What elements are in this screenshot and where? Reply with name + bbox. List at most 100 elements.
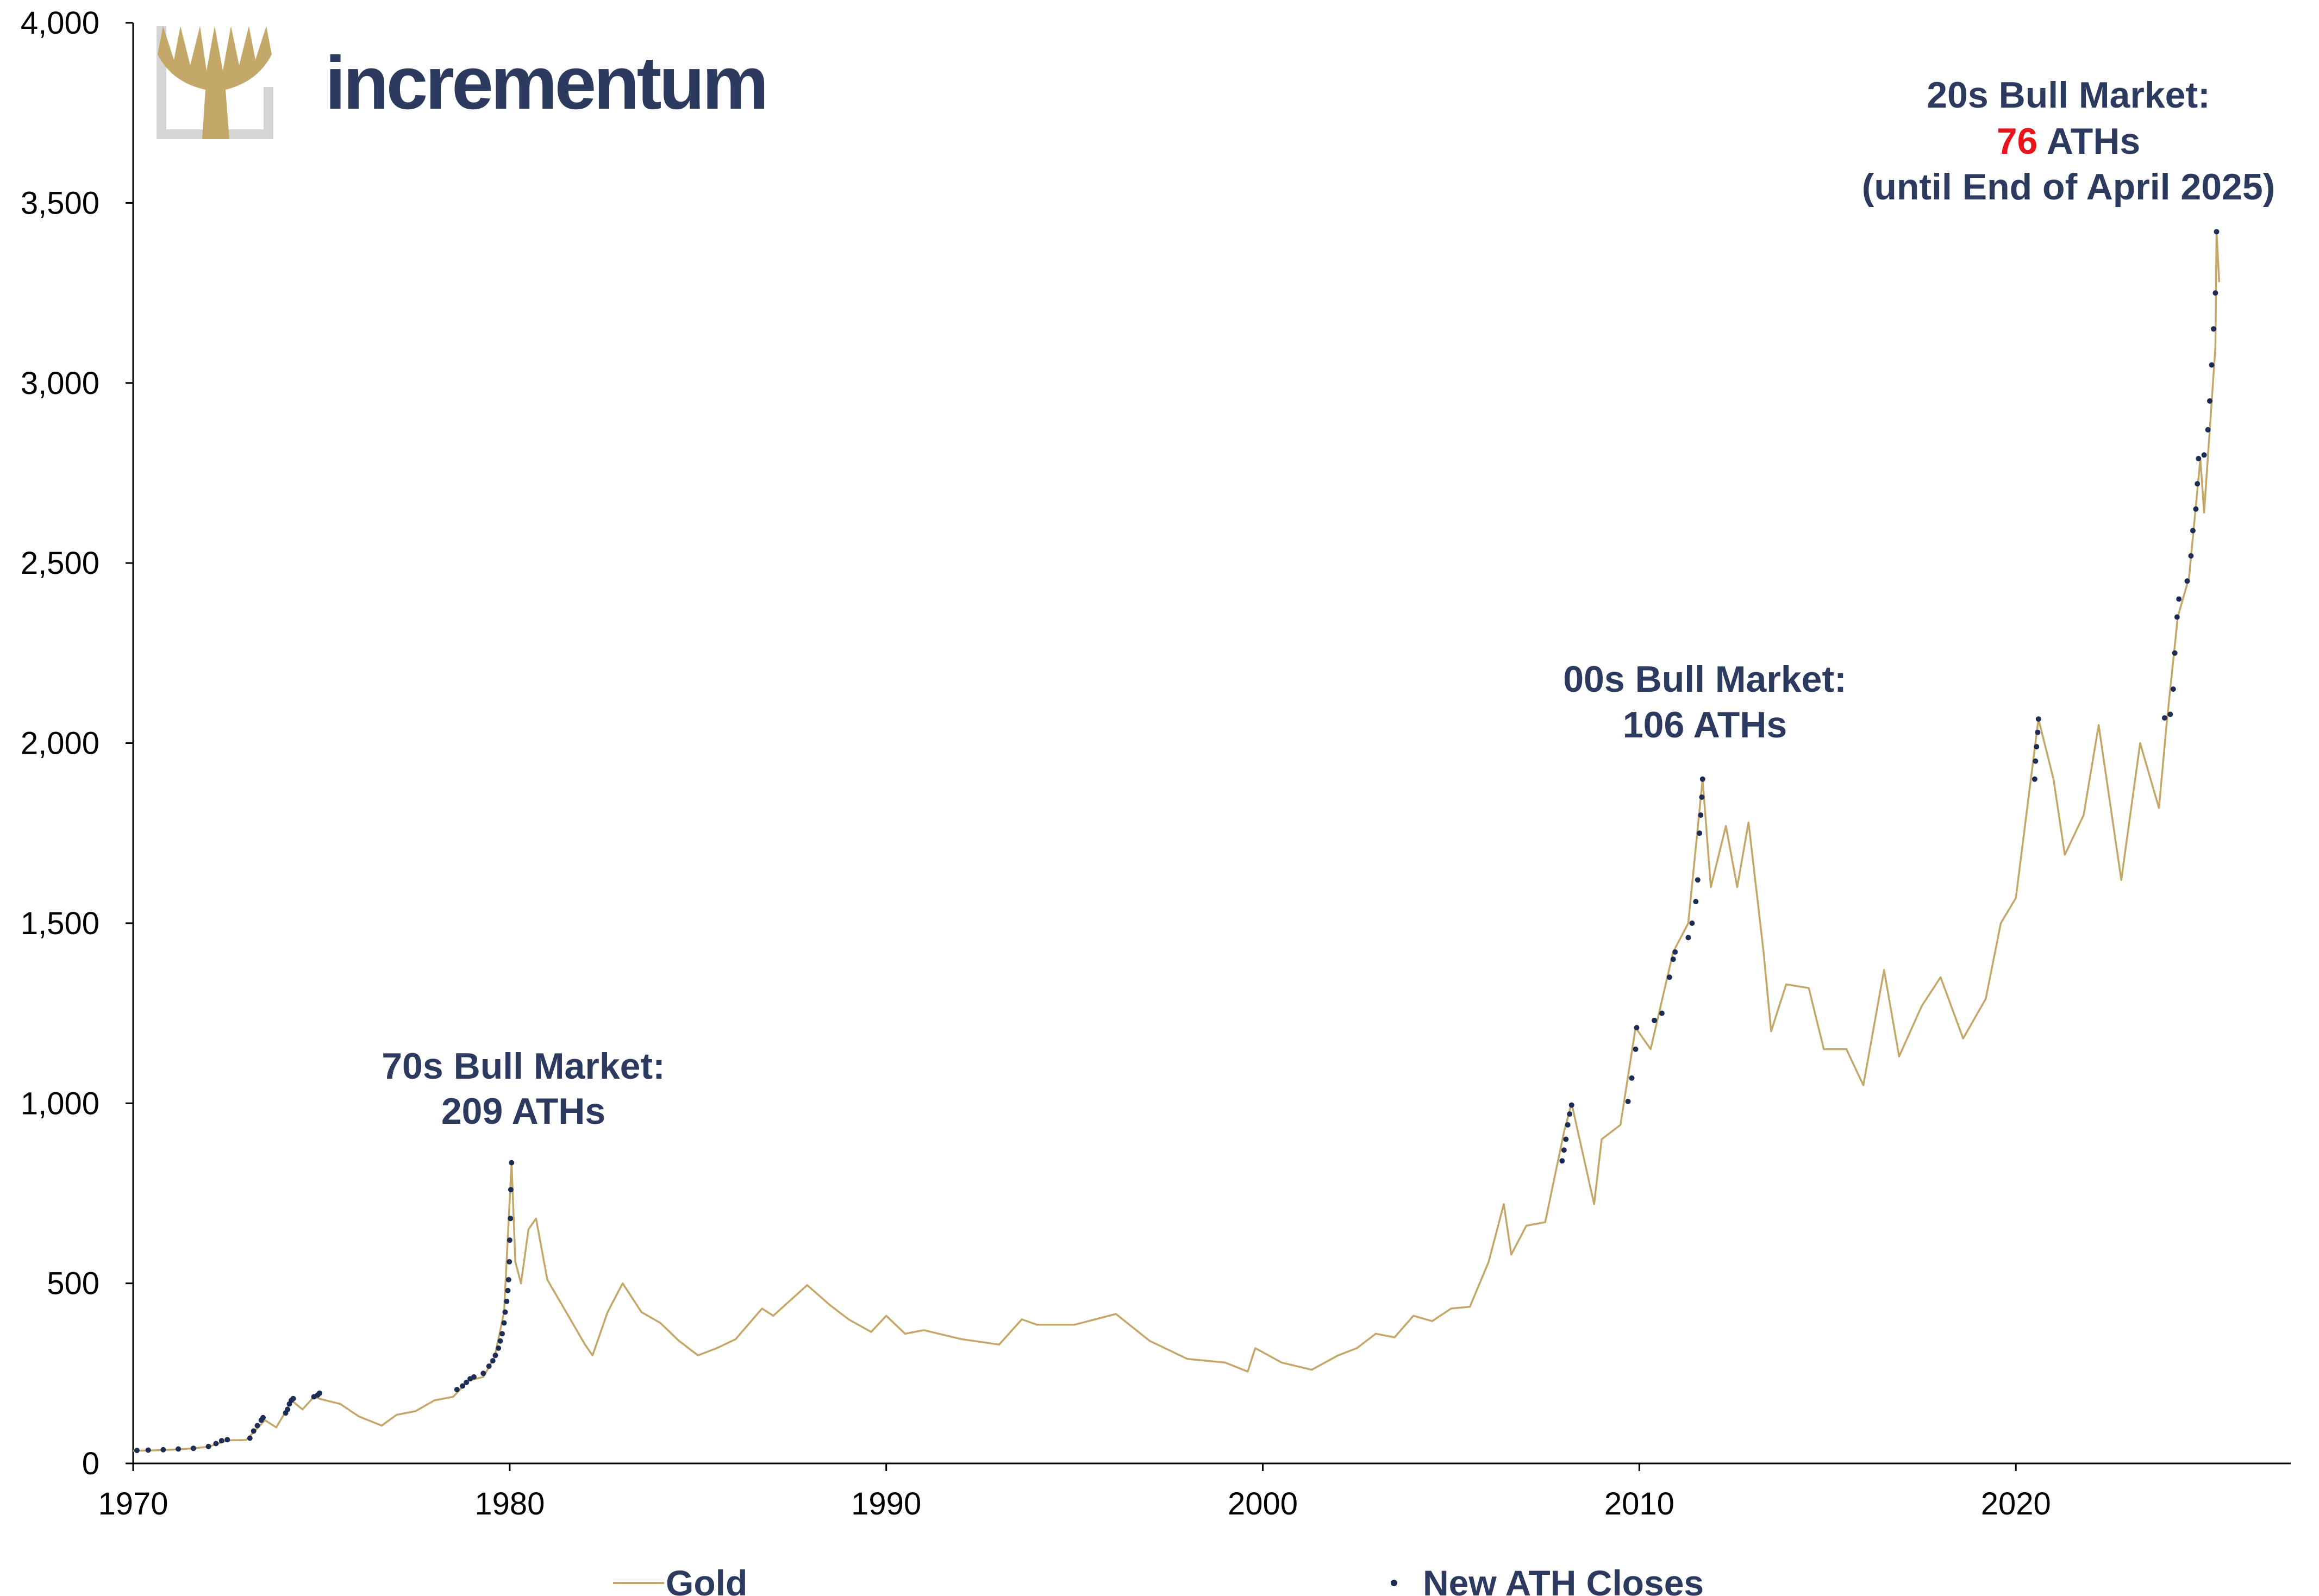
ath-point bbox=[190, 1445, 196, 1451]
ath-point bbox=[2184, 578, 2190, 584]
legend-gold-label: Gold bbox=[666, 1563, 747, 1596]
ath-point bbox=[1698, 812, 1704, 818]
x-tick-label: 1990 bbox=[851, 1486, 921, 1522]
ath-point bbox=[2201, 452, 2207, 458]
ath-point bbox=[254, 1423, 260, 1429]
ath-point bbox=[499, 1331, 505, 1337]
ath-point bbox=[176, 1446, 182, 1452]
annotation-70s-line1: 70s Bull Market: bbox=[382, 1046, 665, 1087]
y-tick-label: 1,500 bbox=[21, 906, 99, 941]
x-tick-label: 1980 bbox=[474, 1486, 545, 1522]
ath-point bbox=[1670, 956, 1676, 962]
ath-point bbox=[1625, 1098, 1631, 1104]
ath-point bbox=[486, 1363, 492, 1369]
ath-point bbox=[224, 1437, 230, 1443]
ath-point bbox=[2033, 758, 2039, 764]
annotation-20s-line1: 20s Bull Market: bbox=[1927, 74, 2210, 116]
ath-point bbox=[1693, 899, 1699, 905]
annotation-20s: 20s Bull Market: 76 ATHs (until End of A… bbox=[1862, 74, 2276, 208]
ath-point bbox=[1559, 1158, 1565, 1164]
ath-point bbox=[1695, 877, 1701, 883]
x-tick-label: 2010 bbox=[1604, 1486, 1674, 1522]
annotation-20s-line3: (until End of April 2025) bbox=[1862, 166, 2276, 208]
ath-point bbox=[504, 1298, 510, 1304]
x-tick-label: 2020 bbox=[1981, 1486, 2051, 1522]
ath-point bbox=[1629, 1075, 1635, 1081]
x-axis-ticks: 1970 1980 1990 2000 2010 2020 bbox=[98, 1463, 2051, 1522]
ath-point bbox=[251, 1428, 257, 1434]
ath-point bbox=[1652, 1017, 1658, 1023]
ath-point bbox=[496, 1345, 502, 1351]
ath-point bbox=[2172, 650, 2178, 656]
ath-point bbox=[2207, 398, 2212, 404]
ath-point bbox=[1567, 1111, 1573, 1117]
ath-point bbox=[1561, 1147, 1567, 1153]
ath-point bbox=[260, 1415, 266, 1420]
y-tick-label: 2,000 bbox=[21, 726, 99, 761]
y-tick-label: 500 bbox=[47, 1266, 99, 1301]
ath-point bbox=[134, 1448, 140, 1454]
ath-point bbox=[2193, 506, 2199, 512]
ath-count-suffix: ATHs bbox=[2037, 121, 2140, 162]
ath-point bbox=[460, 1383, 466, 1389]
ath-point bbox=[2167, 711, 2173, 717]
brand-name: incrementum bbox=[325, 41, 766, 125]
ath-point bbox=[492, 1353, 498, 1359]
ath-point bbox=[218, 1438, 224, 1444]
ath-point bbox=[2212, 290, 2218, 296]
ath-point bbox=[290, 1395, 296, 1401]
ath-point bbox=[2034, 744, 2040, 750]
legend-ath-label: New ATH Closes bbox=[1423, 1563, 1704, 1596]
ath-point bbox=[1689, 920, 1695, 926]
annotation-70s-line2: 209 ATHs bbox=[441, 1091, 605, 1132]
annotation-00s: 00s Bull Market: 106 ATHs bbox=[1563, 659, 1847, 746]
ath-point bbox=[507, 1237, 512, 1243]
ath-point bbox=[2195, 481, 2201, 487]
ath-series bbox=[134, 229, 2220, 1454]
x-tick-label: 2000 bbox=[1228, 1486, 1298, 1522]
legend-item-gold: Gold bbox=[613, 1563, 747, 1596]
logo: incrementum bbox=[157, 26, 769, 139]
x-tick-label: 1970 bbox=[98, 1486, 168, 1522]
ath-point bbox=[2205, 427, 2211, 433]
ath-point bbox=[1672, 949, 1678, 955]
ath-point bbox=[464, 1379, 470, 1385]
ath-point bbox=[1634, 1025, 1640, 1031]
ath-point bbox=[509, 1160, 515, 1166]
ath-point bbox=[2196, 455, 2202, 461]
ath-point bbox=[2176, 596, 2182, 602]
legend: Gold New ATH Closes bbox=[613, 1563, 1704, 1596]
legend-item-ath: New ATH Closes bbox=[1391, 1563, 1704, 1596]
annotation-00s-line1: 00s Bull Market: bbox=[1563, 659, 1847, 700]
ath-count-highlight: 76 bbox=[1997, 121, 2038, 162]
ath-point bbox=[1633, 1046, 1639, 1052]
ath-point bbox=[497, 1338, 503, 1344]
ath-point bbox=[213, 1441, 219, 1447]
ath-point bbox=[454, 1387, 460, 1393]
annotation-70s: 70s Bull Market: 209 ATHs bbox=[382, 1046, 665, 1132]
y-axis-ticks: 0 500 1,000 1,500 2,000 2,500 3,000 3,500 4,000 bbox=[21, 5, 133, 1481]
ath-point bbox=[505, 1287, 511, 1293]
ath-point bbox=[2174, 614, 2180, 620]
ath-point bbox=[501, 1320, 507, 1326]
ath-point bbox=[2188, 553, 2194, 559]
y-tick-label: 2,500 bbox=[21, 546, 99, 581]
ath-point bbox=[1685, 935, 1691, 941]
ath-point bbox=[1659, 1010, 1665, 1016]
gold-series bbox=[133, 230, 2221, 1452]
y-tick-label: 3,500 bbox=[21, 185, 99, 221]
ath-point bbox=[2211, 326, 2216, 332]
ath-point bbox=[508, 1187, 514, 1193]
ath-point bbox=[160, 1447, 166, 1453]
ath-point bbox=[507, 1259, 512, 1265]
ath-point bbox=[1697, 830, 1703, 836]
y-tick-label: 1,000 bbox=[21, 1086, 99, 1121]
ath-point bbox=[1699, 776, 1705, 782]
legend-ath-dot-icon bbox=[1391, 1580, 1397, 1586]
ath-point bbox=[502, 1309, 508, 1315]
gold-price-line bbox=[133, 230, 2221, 1452]
ath-point bbox=[2190, 528, 2196, 534]
ath-point bbox=[285, 1406, 291, 1412]
ath-point bbox=[2032, 776, 2037, 782]
